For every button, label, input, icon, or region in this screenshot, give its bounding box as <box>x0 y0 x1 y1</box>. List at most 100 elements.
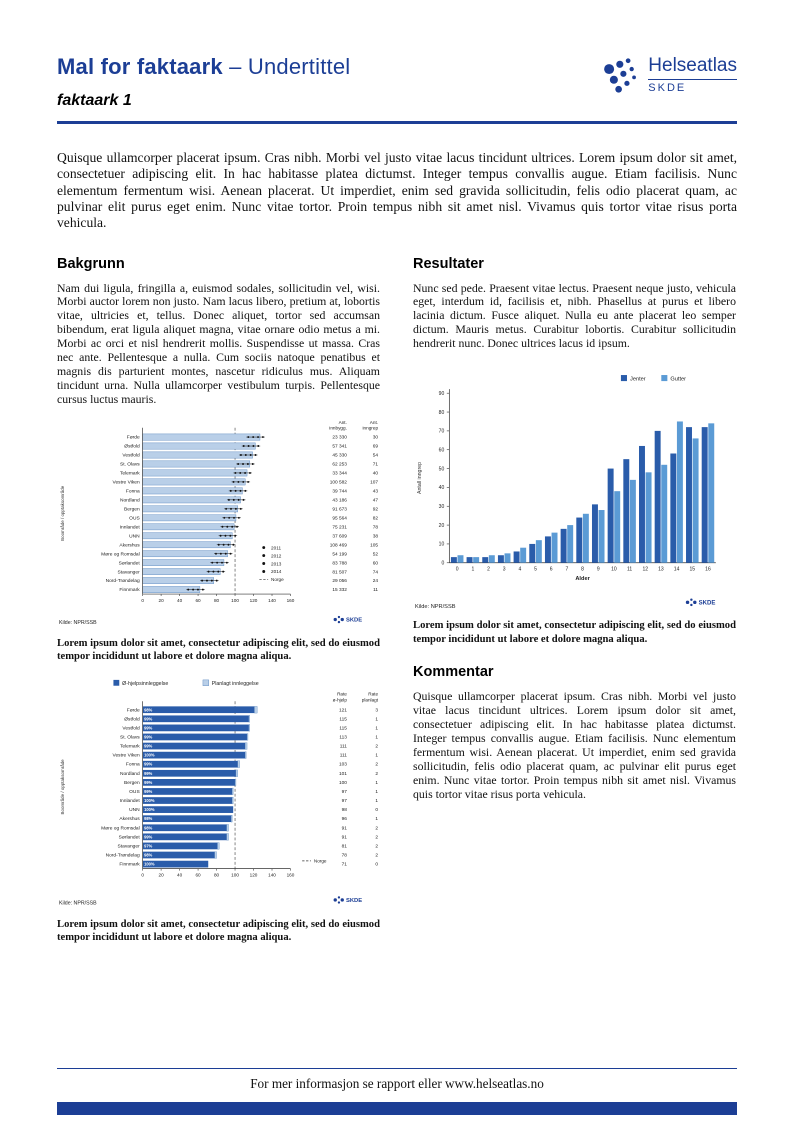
svg-text:St. Olavs: St. Olavs <box>120 461 140 467</box>
svg-text:140: 140 <box>268 872 276 877</box>
svg-text:2: 2 <box>375 762 378 768</box>
svg-text:108 469: 108 469 <box>330 542 348 548</box>
svg-text:Nordland: Nordland <box>120 771 140 777</box>
svg-text:11: 11 <box>373 587 378 593</box>
svg-text:39 744: 39 744 <box>332 488 347 494</box>
svg-text:Innlandet: Innlandet <box>120 798 141 804</box>
two-column-layout: Bakgrunn Nam dui ligula, fringilla a, eu… <box>57 256 737 945</box>
svg-text:99%: 99% <box>144 780 153 785</box>
svg-text:Kilde: NPR/SSB: Kilde: NPR/SSB <box>59 901 97 907</box>
helseatlas-dots-icon <box>604 58 637 93</box>
document-label: faktaark 1 <box>57 92 132 109</box>
svg-text:Rate: Rate <box>337 691 347 696</box>
svg-text:33 344: 33 344 <box>332 470 347 476</box>
svg-text:Ø-hjelpsinnleggelse: Ø-hjelpsinnleggelse <box>122 681 168 687</box>
svg-text:Fonna: Fonna <box>126 488 140 494</box>
svg-text:Nord-Trøndelag: Nord-Trøndelag <box>106 853 140 859</box>
svg-text:47: 47 <box>373 497 379 503</box>
svg-text:100: 100 <box>231 872 239 877</box>
svg-text:60: 60 <box>439 448 445 454</box>
svg-text:105: 105 <box>370 542 378 548</box>
resultater-paragraph: Nunc sed pede. Praesent vitae lectus. Pr… <box>413 280 736 351</box>
svg-text:Stavanger: Stavanger <box>118 843 141 849</box>
svg-text:9: 9 <box>597 566 600 572</box>
svg-text:Telemark: Telemark <box>120 744 140 750</box>
svg-text:97: 97 <box>342 798 348 804</box>
svg-text:1: 1 <box>375 780 378 786</box>
svg-text:100%: 100% <box>144 798 155 803</box>
svg-text:Østfold: Østfold <box>124 716 140 722</box>
svg-text:Ant.: Ant. <box>339 420 347 425</box>
footer-rule <box>57 1068 737 1069</box>
svg-text:80: 80 <box>214 598 220 603</box>
svg-text:2: 2 <box>375 834 378 840</box>
header-rule <box>57 121 737 124</box>
svg-text:82: 82 <box>373 515 379 521</box>
page-title-main: Mal for faktaark <box>57 54 223 79</box>
svg-text:115: 115 <box>339 716 347 722</box>
svg-text:60: 60 <box>373 560 379 566</box>
section-heading-bakgrunn: Bakgrunn <box>57 255 125 272</box>
svg-text:40: 40 <box>439 485 445 491</box>
svg-text:Sørlandet: Sørlandet <box>119 560 141 566</box>
svg-text:62 253: 62 253 <box>332 461 347 467</box>
chart1-caption: Lorem ipsum dolor sit amet, consectetur … <box>57 637 380 663</box>
svg-text:Alder: Alder <box>575 576 590 582</box>
svg-text:16: 16 <box>705 566 711 572</box>
svg-text:10: 10 <box>439 542 445 548</box>
svg-text:Vestre Viken: Vestre Viken <box>112 753 139 759</box>
svg-text:7: 7 <box>565 566 568 572</box>
svg-text:Østfold: Østfold <box>124 443 140 449</box>
svg-text:6: 6 <box>550 566 553 572</box>
svg-text:Vestre Viken: Vestre Viken <box>112 479 139 485</box>
svg-text:Sørlandet: Sørlandet <box>119 834 141 840</box>
svg-text:0: 0 <box>375 807 378 813</box>
svg-text:100: 100 <box>231 598 239 603</box>
svg-text:57 341: 57 341 <box>332 443 347 449</box>
svg-text:inngrep: inngrep <box>363 425 379 430</box>
svg-text:80: 80 <box>439 410 445 416</box>
svg-text:Telemark: Telemark <box>120 470 140 476</box>
svg-text:1: 1 <box>375 789 378 795</box>
chart-admission-type: Ø-hjelpsinnleggelse Planlagt innleggelse B… <box>57 676 380 908</box>
svg-text:120: 120 <box>250 598 258 603</box>
svg-text:100%: 100% <box>144 862 155 867</box>
helseatlas-logo: Helseatlas SKDE <box>602 56 737 94</box>
section-heading-kommentar: Kommentar <box>413 664 494 681</box>
svg-text:1: 1 <box>471 566 474 572</box>
svg-text:70: 70 <box>439 429 445 435</box>
svg-text:107: 107 <box>370 479 378 485</box>
svg-text:99%: 99% <box>144 744 153 749</box>
chart-rates-by-area: Boområde / opptaksområde Førde 23 330 30 Øst… <box>57 417 380 627</box>
svg-text:90: 90 <box>439 391 445 397</box>
svg-text:91: 91 <box>342 825 348 831</box>
svg-text:50: 50 <box>439 466 445 472</box>
svg-text:Finnmark: Finnmark <box>119 587 140 593</box>
svg-text:Innlandet: Innlandet <box>120 524 141 530</box>
logo-org-label: SKDE <box>648 82 687 95</box>
svg-text:Kilde: NPR/SSB: Kilde: NPR/SSB <box>415 604 456 610</box>
svg-text:Gutter: Gutter <box>670 377 686 383</box>
svg-text:1: 1 <box>375 798 378 804</box>
svg-text:120: 120 <box>250 872 258 877</box>
svg-text:2: 2 <box>375 744 378 750</box>
svg-text:0: 0 <box>456 566 459 572</box>
svg-text:Kilde: NPR/SSB: Kilde: NPR/SSB <box>59 620 97 626</box>
svg-text:0: 0 <box>375 862 378 868</box>
svg-text:99%: 99% <box>144 789 153 794</box>
section-heading-resultater: Resultater <box>413 255 484 272</box>
svg-text:Vestfold: Vestfold <box>122 725 140 731</box>
footer-text: For mer informasjon se rapport eller www… <box>250 1076 544 1091</box>
logo-text: Helseatlas SKDE <box>648 56 737 94</box>
svg-text:91 673: 91 673 <box>332 506 347 512</box>
header: Mal for faktaark – Undertittel faktaark … <box>57 0 737 124</box>
svg-text:140: 140 <box>268 598 276 603</box>
svg-text:101: 101 <box>339 771 347 777</box>
svg-text:111: 111 <box>340 744 348 750</box>
svg-text:100%: 100% <box>144 807 155 812</box>
svg-text:121: 121 <box>339 707 347 713</box>
svg-text:1: 1 <box>375 734 378 740</box>
svg-text:83 788: 83 788 <box>332 560 347 566</box>
left-column: Bakgrunn Nam dui ligula, fringilla a, eu… <box>57 256 380 945</box>
